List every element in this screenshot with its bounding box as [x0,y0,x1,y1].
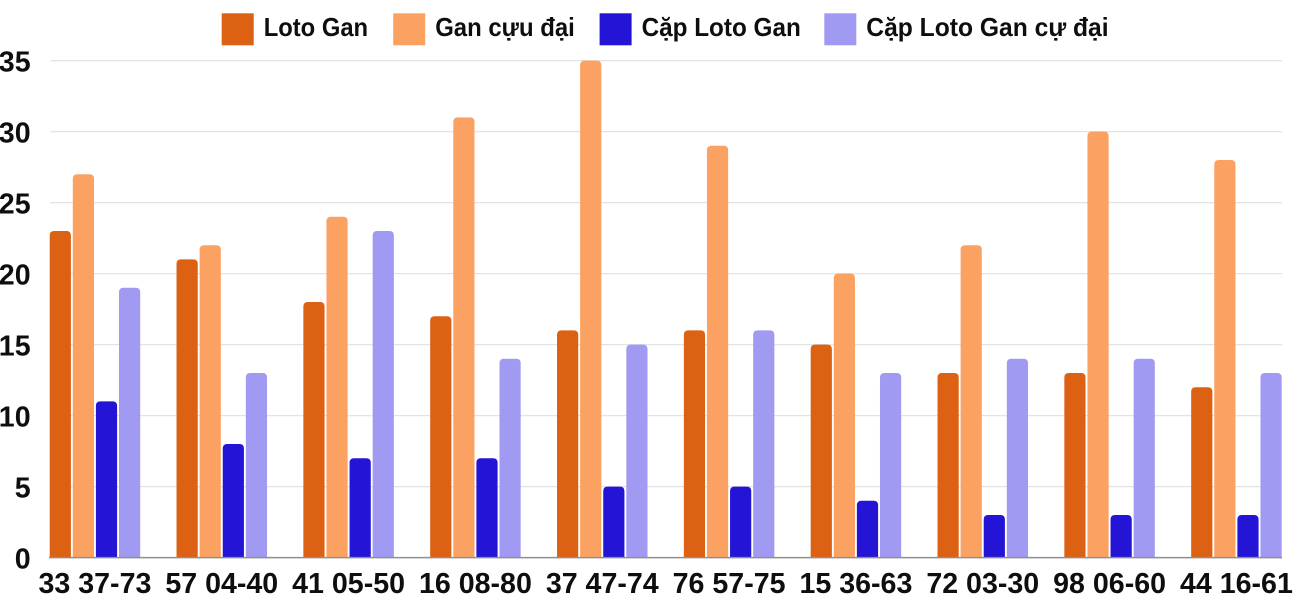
svg-text:37 47-74: 37 47-74 [546,568,659,600]
svg-text:0: 0 [15,544,31,576]
svg-text:72 03-30: 72 03-30 [926,568,1039,600]
svg-text:20: 20 [0,260,31,292]
svg-text:Cặp Loto Gan: Cặp Loto Gan [642,12,801,42]
svg-text:57 04-40: 57 04-40 [165,568,278,600]
svg-text:35: 35 [0,47,31,79]
svg-text:44 16-61: 44 16-61 [1180,568,1293,600]
svg-text:25: 25 [0,189,31,221]
svg-text:41 05-50: 41 05-50 [292,568,405,600]
svg-text:15: 15 [0,331,31,363]
svg-text:15 36-63: 15 36-63 [799,568,912,600]
svg-text:Loto Gan: Loto Gan [264,12,368,42]
svg-text:98 06-60: 98 06-60 [1053,568,1166,600]
svg-text:76 57-75: 76 57-75 [673,568,786,600]
svg-text:5: 5 [15,473,31,505]
svg-text:16 08-80: 16 08-80 [419,568,532,600]
svg-text:30: 30 [0,118,31,150]
svg-text:10: 10 [0,402,31,434]
svg-text:Gan cựu đại: Gan cựu đại [435,12,575,42]
svg-text:Cặp Loto Gan cự đại: Cặp Loto Gan cự đại [866,12,1108,42]
svg-text:33 37-73: 33 37-73 [39,568,152,600]
